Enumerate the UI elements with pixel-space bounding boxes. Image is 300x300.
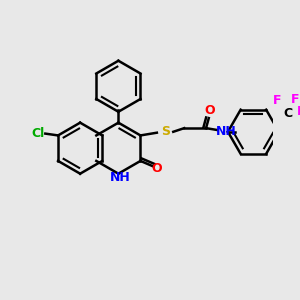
Text: S: S <box>161 125 170 138</box>
Text: F: F <box>296 105 300 118</box>
Text: Cl: Cl <box>32 127 45 140</box>
Text: C: C <box>284 107 292 120</box>
Text: O: O <box>152 162 162 175</box>
Text: NH: NH <box>216 125 236 138</box>
Text: F: F <box>273 94 281 107</box>
Text: F: F <box>291 92 299 106</box>
Text: O: O <box>204 104 215 117</box>
Text: NH: NH <box>110 171 130 184</box>
